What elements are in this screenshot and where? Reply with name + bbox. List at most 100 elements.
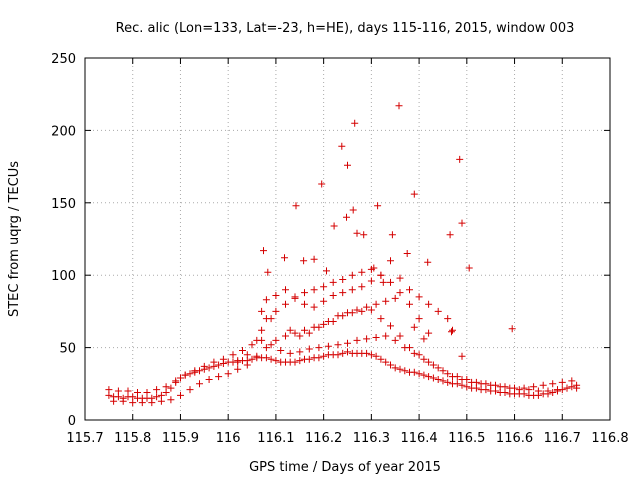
data-point bbox=[296, 348, 304, 356]
data-point bbox=[374, 202, 382, 210]
data-point bbox=[267, 341, 275, 349]
grid-lines bbox=[85, 58, 610, 420]
data-point bbox=[272, 292, 280, 299]
data-point bbox=[219, 355, 227, 363]
data-point bbox=[444, 370, 452, 378]
data-point bbox=[181, 371, 189, 379]
data-point bbox=[329, 278, 337, 286]
data-point bbox=[281, 254, 288, 262]
data-point bbox=[243, 361, 251, 369]
data-point bbox=[291, 329, 299, 337]
x-axis-label: GPS time / Days of year 2015 bbox=[249, 460, 441, 475]
data-point bbox=[406, 344, 413, 352]
data-point bbox=[377, 355, 385, 363]
data-point bbox=[291, 294, 299, 302]
data-point bbox=[410, 368, 418, 376]
y-tick-label: 150 bbox=[51, 197, 76, 212]
data-point bbox=[348, 271, 356, 279]
x-tick-label: 115.7 bbox=[66, 431, 103, 446]
data-point bbox=[301, 300, 308, 308]
data-point bbox=[177, 374, 184, 382]
data-point bbox=[434, 376, 442, 383]
data-point bbox=[382, 358, 390, 366]
data-point bbox=[114, 387, 122, 395]
data-point bbox=[177, 391, 184, 399]
data-point bbox=[420, 371, 428, 379]
data-point bbox=[334, 312, 342, 320]
data-point bbox=[343, 213, 350, 221]
data-points bbox=[105, 102, 581, 407]
data-point bbox=[396, 289, 404, 297]
data-point bbox=[286, 326, 294, 334]
data-point bbox=[391, 364, 399, 372]
data-point bbox=[253, 336, 261, 344]
data-point bbox=[377, 315, 385, 323]
data-point bbox=[296, 332, 304, 340]
data-point bbox=[434, 307, 442, 315]
data-point bbox=[351, 119, 359, 127]
data-point bbox=[348, 286, 356, 294]
data-point bbox=[372, 300, 380, 308]
data-point bbox=[456, 155, 464, 163]
data-point bbox=[148, 399, 156, 407]
data-point bbox=[253, 352, 261, 360]
data-point bbox=[387, 361, 394, 369]
data-point bbox=[315, 323, 323, 331]
data-point bbox=[349, 206, 357, 214]
data-point bbox=[387, 322, 394, 330]
data-point bbox=[338, 142, 346, 150]
data-point bbox=[305, 355, 313, 363]
data-point bbox=[501, 383, 509, 391]
data-point bbox=[372, 334, 380, 341]
data-point bbox=[301, 289, 308, 297]
data-point bbox=[367, 306, 375, 314]
data-point bbox=[234, 365, 242, 373]
data-point bbox=[549, 380, 557, 388]
data-point bbox=[344, 348, 351, 356]
data-point bbox=[329, 292, 337, 299]
data-point bbox=[458, 352, 466, 360]
y-axis-ticks: 0 50 100 150 200 250 bbox=[51, 52, 610, 429]
data-point bbox=[258, 307, 266, 315]
data-point bbox=[315, 354, 323, 362]
y-tick-label: 100 bbox=[51, 269, 76, 284]
data-point bbox=[110, 397, 118, 405]
data-point bbox=[344, 339, 351, 347]
x-tick-label: 115.8 bbox=[114, 431, 151, 446]
data-point bbox=[134, 389, 141, 396]
data-point bbox=[119, 397, 127, 405]
data-point bbox=[358, 307, 366, 315]
data-point bbox=[492, 381, 499, 389]
data-point bbox=[200, 362, 208, 370]
data-point bbox=[391, 294, 399, 302]
data-point bbox=[379, 278, 387, 286]
data-point bbox=[525, 386, 533, 394]
data-point bbox=[458, 219, 466, 227]
data-point bbox=[410, 349, 418, 357]
data-point bbox=[334, 351, 342, 359]
data-point bbox=[282, 286, 289, 294]
data-point bbox=[282, 332, 289, 340]
data-point bbox=[429, 374, 437, 382]
data-point bbox=[205, 376, 213, 383]
data-point bbox=[360, 231, 368, 239]
data-point bbox=[358, 283, 366, 291]
data-point bbox=[434, 364, 442, 372]
data-point bbox=[320, 352, 328, 360]
data-point bbox=[248, 355, 256, 363]
data-point bbox=[167, 384, 175, 392]
data-point bbox=[358, 268, 366, 276]
data-point bbox=[205, 364, 213, 372]
data-point bbox=[446, 231, 454, 239]
data-point bbox=[425, 373, 433, 381]
data-point bbox=[396, 332, 404, 340]
data-point bbox=[396, 365, 404, 373]
data-point bbox=[401, 367, 409, 375]
data-point bbox=[318, 180, 326, 188]
y-tick-label: 50 bbox=[59, 342, 76, 357]
x-tick-label: 116.5 bbox=[448, 431, 485, 446]
data-point bbox=[367, 351, 375, 359]
x-tick-label: 116.3 bbox=[353, 431, 390, 446]
data-point bbox=[186, 370, 194, 378]
